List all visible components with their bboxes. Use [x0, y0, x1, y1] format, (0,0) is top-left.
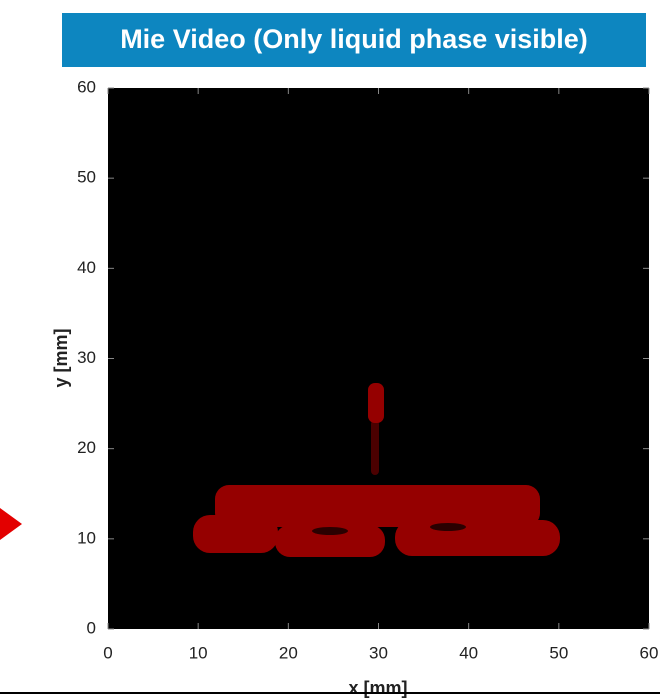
y-tick-label: 10: [77, 528, 96, 547]
x-tick-label: 20: [279, 643, 298, 662]
x-tick-label: 50: [549, 643, 568, 662]
screenshot: Mie Video (Only liquid phase visible) x …: [0, 0, 667, 700]
pointer-arrow: [0, 508, 22, 540]
x-tick-label: 30: [369, 643, 388, 662]
x-tick-label: 10: [189, 643, 208, 662]
x-tick-label: 40: [459, 643, 478, 662]
x-tick-label: 0: [103, 643, 112, 662]
x-tick-label: 60: [640, 643, 659, 662]
y-tick-label: 20: [77, 438, 96, 457]
y-tick-label: 50: [77, 168, 96, 187]
y-tick-label: 30: [77, 348, 96, 367]
y-tick-label: 0: [87, 618, 96, 637]
y-axis-label: y [mm]: [51, 328, 71, 387]
y-tick-label: 60: [77, 77, 96, 96]
x-axis-label: x [mm]: [348, 678, 407, 698]
chart-title: Mie Video (Only liquid phase visible): [120, 24, 588, 54]
y-tick-label: 40: [77, 258, 96, 277]
